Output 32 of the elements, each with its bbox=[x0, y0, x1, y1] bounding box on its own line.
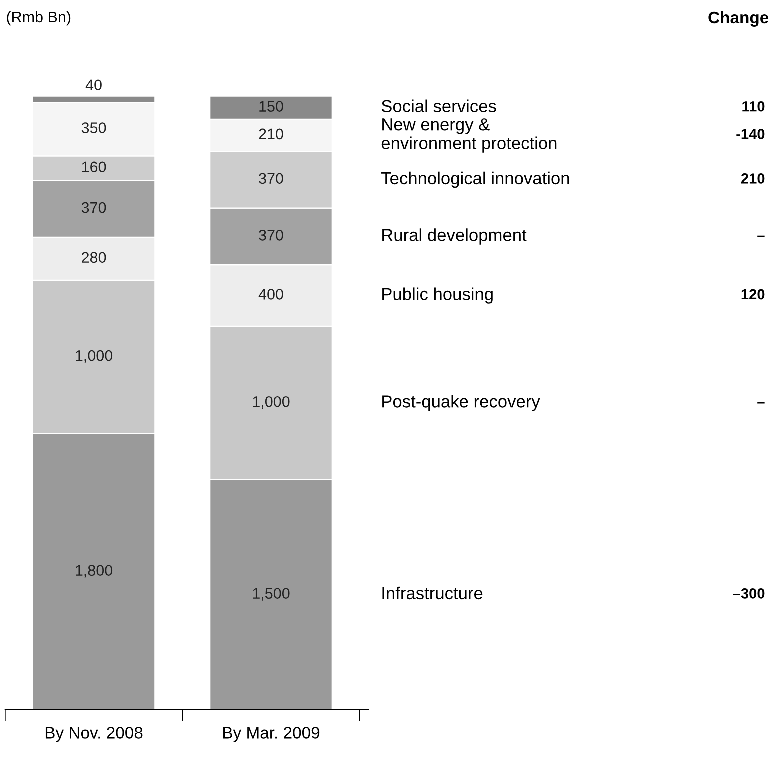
data-label: 210 bbox=[259, 128, 284, 140]
text: 110 bbox=[742, 101, 765, 112]
text: Social services bbox=[382, 100, 496, 113]
data-label: 370 bbox=[259, 173, 284, 184]
text: – bbox=[758, 402, 765, 404]
text: Rural development bbox=[382, 228, 527, 245]
data-label: 150 bbox=[260, 101, 284, 112]
text: -140 bbox=[736, 129, 765, 140]
data-label: 280 bbox=[82, 252, 106, 264]
data-label: 1,000 bbox=[253, 396, 290, 410]
text: 210 bbox=[741, 174, 765, 184]
x-tick-label: By Mar. 2009 bbox=[224, 727, 320, 742]
data-label: 370 bbox=[259, 230, 284, 241]
text: Technological innovation bbox=[382, 172, 570, 188]
text: Post-quake recovery bbox=[382, 395, 540, 412]
data-label: 1,500 bbox=[253, 588, 290, 601]
y-axis-title: (Rmb Bn) bbox=[7, 11, 71, 26]
data-label: 40 bbox=[86, 80, 102, 91]
text: New energy & environment protection bbox=[382, 118, 557, 153]
data-label: 350 bbox=[82, 122, 106, 134]
x-tick-label: By Nov. 2008 bbox=[46, 727, 143, 742]
data-label: 1,000 bbox=[76, 350, 113, 364]
data-label: 1,800 bbox=[76, 565, 113, 578]
text: Public housing bbox=[382, 288, 493, 304]
text: 120 bbox=[742, 289, 765, 300]
text: Infrastructure bbox=[382, 586, 483, 600]
data-label: 400 bbox=[258, 289, 284, 300]
data-label: 160 bbox=[82, 162, 106, 173]
text: – bbox=[758, 236, 765, 238]
text: Change bbox=[708, 11, 769, 27]
data-label: 370 bbox=[82, 202, 106, 214]
text: –300 bbox=[733, 588, 765, 599]
